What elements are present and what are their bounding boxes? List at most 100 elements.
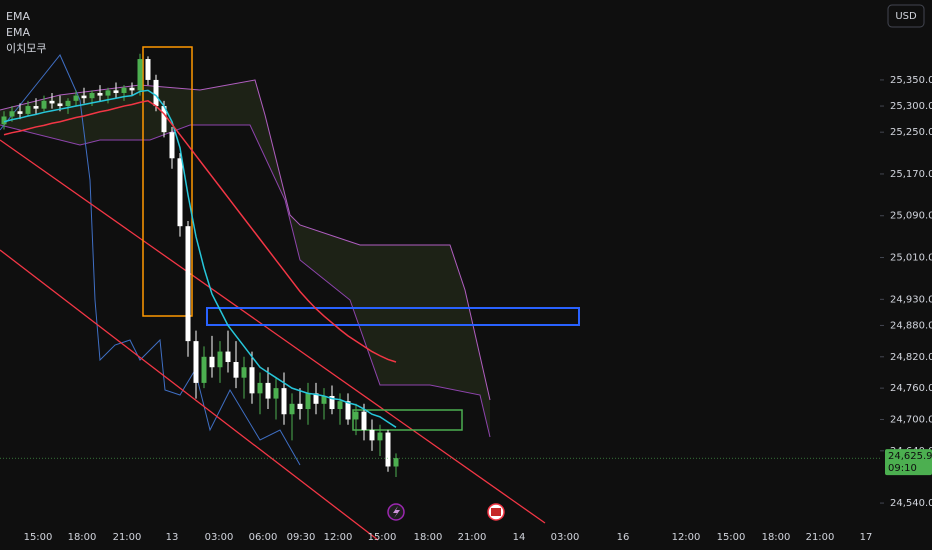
x-tick-label: 18:00 [762, 532, 791, 543]
flag-icon [491, 508, 501, 516]
candle-body [353, 411, 359, 420]
candle-body [193, 341, 199, 383]
candle-body [129, 87, 135, 91]
last-price-label: 24,625.95 [888, 451, 932, 462]
candle-body [321, 395, 327, 404]
x-tick-label: 15:00 [717, 532, 746, 543]
candle-body [97, 92, 103, 96]
candle-body [345, 401, 351, 420]
candle-body [233, 362, 239, 378]
x-tick-label: 17 [860, 532, 873, 543]
x-tick-label: 03:00 [205, 532, 234, 543]
x-tick-label: 12:00 [672, 532, 701, 543]
candle-body [177, 158, 183, 227]
y-tick-label: 24,930.00 [890, 294, 932, 305]
y-tick-label: 24,880.00 [890, 320, 932, 331]
currency-button[interactable] [887, 4, 925, 28]
candle-body [249, 367, 255, 394]
candle-body [105, 90, 111, 96]
countdown-label: 09:10 [888, 463, 917, 474]
candle-body [57, 103, 63, 107]
x-tick-label: 21:00 [458, 532, 487, 543]
x-tick-label: 15:00 [368, 532, 397, 543]
x-tick-label: 18:00 [68, 532, 97, 543]
channel-line [0, 139, 546, 524]
last-price-box [885, 449, 932, 476]
candle-body [89, 92, 95, 99]
candle-body [209, 356, 215, 368]
candle-body [145, 59, 151, 80]
candle-body [265, 382, 271, 399]
orange-box [142, 46, 193, 317]
candle-body [289, 403, 295, 415]
candle-body [225, 351, 231, 363]
candle-body [385, 432, 391, 467]
candle-body [297, 403, 303, 410]
candle-body [377, 432, 383, 441]
green-box [352, 409, 463, 431]
candle-body [337, 401, 343, 410]
candle-body [241, 367, 247, 378]
lagging-span [0, 54, 301, 466]
candle-body [305, 393, 311, 410]
y-tick-label: 25,010.00 [890, 253, 932, 264]
candle-body [313, 393, 319, 404]
candle-body [329, 395, 335, 410]
candle-body [257, 382, 263, 394]
candle-body [161, 106, 167, 133]
candle-body [217, 351, 223, 368]
x-tick-label: 21:00 [113, 532, 142, 543]
x-tick-label: 03:00 [551, 532, 580, 543]
candle-body [81, 95, 87, 99]
lightning-icon [393, 506, 400, 518]
blue-box [206, 307, 580, 326]
y-tick-label: 24,540.00 [890, 498, 932, 509]
candle-body [121, 87, 127, 93]
ema-line [3, 100, 397, 363]
candle-body [361, 411, 367, 430]
candle-body [49, 100, 55, 104]
legend-label: EMA [6, 26, 30, 39]
legend-label: 이치모쿠 [6, 42, 46, 55]
x-tick-label: 15:00 [24, 532, 53, 543]
candle-body [153, 79, 159, 107]
candle-body [73, 95, 79, 101]
x-tick-label: 14 [513, 532, 526, 543]
candle-body [41, 100, 47, 109]
x-tick-label: 12:00 [324, 532, 353, 543]
x-tick-label: 18:00 [414, 532, 443, 543]
ichimoku-span-b [0, 124, 491, 438]
candle-body [113, 90, 119, 93]
candle-body [201, 356, 207, 383]
y-tick-label: 24,760.00 [890, 383, 932, 394]
channel-line [0, 249, 379, 541]
candle-body [169, 132, 175, 159]
ema-line [3, 89, 397, 428]
candle-body [33, 106, 39, 109]
candle-body [9, 111, 15, 117]
x-tick-label: 21:00 [806, 532, 835, 543]
candle-body [393, 458, 399, 467]
y-tick-label: 25,300.00 [890, 101, 932, 112]
x-tick-label: 16 [617, 532, 630, 543]
y-tick-label: 25,350.00 [890, 75, 932, 86]
x-tick-label: 13 [166, 532, 179, 543]
candle-body [137, 59, 143, 91]
candle-body [25, 106, 31, 114]
candle-body [17, 111, 23, 114]
y-tick-label: 25,250.00 [890, 127, 932, 138]
y-tick-label: 24,700.00 [890, 414, 932, 425]
x-tick-label: 09:30 [287, 532, 316, 543]
x-tick-label: 06:00 [249, 532, 278, 543]
legend-label: EMA [6, 10, 30, 23]
candle-body [185, 226, 191, 342]
candle-body [281, 388, 287, 415]
y-tick-label: 25,090.00 [890, 211, 932, 222]
candle-body [273, 388, 279, 399]
candle-body [1, 116, 7, 125]
currency-label: USD [895, 11, 917, 22]
candle-body [65, 100, 71, 107]
y-tick-label: 25,170.00 [890, 169, 932, 180]
y-tick-label: 24,820.00 [890, 352, 932, 363]
